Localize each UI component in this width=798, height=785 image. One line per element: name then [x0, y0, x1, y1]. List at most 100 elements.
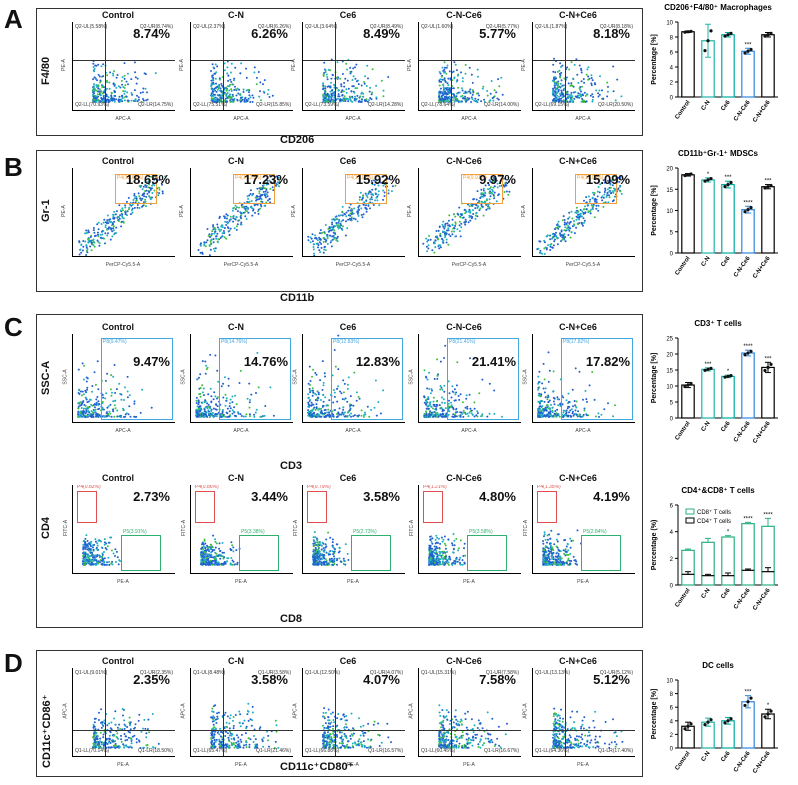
data-point — [729, 31, 733, 35]
flow-percentage: 4.07% — [363, 672, 400, 687]
flow-column-title: Ce6 — [339, 656, 357, 666]
flow-percentage: 3.58% — [363, 489, 400, 504]
data-point — [703, 179, 707, 183]
row-B-y-title: Gr-1 — [40, 199, 52, 222]
legend-swatch-cd4 — [685, 517, 695, 524]
flow-plot-area: Q2-UL(1.60%) Q2-UR(5.77%) Q2-LL(78.64%) Q2-… — [418, 22, 521, 111]
quadrant-label: Q2-UR(8.49%) — [369, 24, 403, 30]
x-tick-label: Ce6 — [720, 750, 732, 763]
data-point — [749, 206, 753, 210]
quadrant-label: Q1-LL(70.14%) — [75, 748, 110, 754]
data-point — [689, 381, 693, 386]
flow-plot-area: P4(0.82%) P5(3.91%) — [72, 485, 175, 574]
flow-column-title: Control — [102, 656, 134, 666]
bar-cd8 — [741, 523, 755, 586]
x-tick-label: C-N — [701, 421, 712, 433]
y-tick-label: 4 — [670, 66, 674, 72]
flow-x-axis-label: APC-A — [115, 116, 131, 122]
flow-column-title: Ce6 — [339, 10, 357, 20]
flow-x-axis-label: APC-A — [233, 116, 249, 122]
bar — [741, 701, 755, 749]
y-tick-label: 0 — [670, 96, 674, 102]
flow-y-axis-label: APC-A — [408, 703, 415, 719]
x-tick-label: Ce6 — [720, 255, 732, 268]
flow-column-title: C-N — [228, 156, 244, 166]
data-point — [683, 30, 687, 34]
bar — [761, 366, 775, 419]
bar — [741, 50, 755, 98]
flow-x-axis-label: PerCP-Cy5.5-A — [335, 262, 371, 268]
gate-box — [331, 338, 403, 420]
quadrant-line-vertical — [223, 668, 224, 756]
flow-plot-area: P4(18.65%) — [72, 168, 175, 257]
quadrant-line-vertical — [335, 668, 336, 756]
density-scatter — [542, 529, 582, 566]
flow-plot-D-4: C-N+Ce6 Q1-UL(13.13%) Q1-UR(5.12%) Q1-LL(64… — [522, 656, 635, 768]
bar-chart-3: CD4⁺&CD8⁺ T cells Percentage (%) 0 2 4 6 Contr… — [651, 486, 778, 612]
gate-box — [575, 174, 617, 204]
flow-column-title: Control — [102, 10, 134, 20]
y-tick-label: 8 — [670, 692, 674, 698]
data-point — [709, 718, 713, 722]
data-point — [763, 186, 767, 190]
x-tick-label: C-N+Ce6 — [752, 255, 772, 280]
flow-plot-B-4: C-N+Ce6 P4(15.09%) 15.09% PerCP-Cy5.5-A PE-A — [521, 156, 635, 268]
bar-chart-2: CD3⁺ T cells Percentage [%] 0 5 10 15 20 25 Cont… — [651, 319, 778, 445]
x-tick-label: C-N-Ce6 — [733, 255, 752, 278]
y-tick-label: 6 — [670, 51, 674, 57]
quadrant-line-vertical — [565, 22, 566, 110]
flow-y-axis-label: SSC-A — [408, 369, 415, 385]
bar — [681, 174, 695, 254]
flow-y-axis-label: SSC-A — [180, 369, 187, 385]
bar — [701, 40, 715, 98]
gate-box-secondary — [581, 535, 621, 571]
gate-box — [537, 491, 557, 523]
flow-x-axis-label: APC-A — [233, 428, 249, 434]
quadrant-line-horizontal — [73, 730, 175, 731]
flow-y-axis-label: PE-A — [520, 59, 527, 71]
flow-percentage: 15.92% — [355, 172, 400, 187]
x-tick-label: C-N — [701, 256, 712, 268]
bar-chart-title: CD11b⁺Gr-1⁺ MDSCs — [678, 149, 759, 158]
flow-percentage: 8.49% — [363, 26, 400, 41]
flow-percentage: 3.58% — [251, 672, 288, 687]
quadrant-label: Q1-LR(17.40%) — [597, 748, 633, 754]
flow-percentage: 9.97% — [479, 172, 516, 187]
significance-marker: * — [727, 530, 730, 536]
quadrant-label: Q2-LR(14.28%) — [367, 102, 403, 108]
quadrant-label: Q2-UL(1.87%) — [535, 24, 568, 30]
flow-percentage: 4.80% — [479, 489, 516, 504]
bar — [721, 720, 735, 749]
significance-marker: * — [767, 703, 770, 709]
x-tick-label: C-N+Ce6 — [752, 420, 772, 445]
bar-chart-1: CD11b⁺Gr-1⁺ MDSCs Percentage [%] 0 5 10 15 20 C… — [651, 149, 778, 280]
quadrant-label: Q1-LR(18.50%) — [137, 748, 173, 754]
significance-marker: * — [727, 369, 730, 375]
row-C1-y-title: SSC-A — [40, 360, 52, 395]
density-scatter — [200, 534, 241, 566]
flow-x-axis-label: PE-A — [117, 762, 129, 768]
flow-percentage: 4.19% — [593, 489, 630, 504]
flow-plot-area: P4(15.09%) — [532, 168, 635, 257]
y-tick-label: 10 — [666, 209, 673, 215]
significance-marker: *** — [744, 42, 752, 48]
data-point — [729, 180, 733, 185]
flow-y-axis-label: PE-A — [290, 59, 297, 71]
quadrant-label: Q2-UL(5.58%) — [75, 24, 108, 30]
data-point — [709, 366, 713, 370]
bar-cd8 — [701, 541, 715, 586]
density-scatter — [77, 360, 153, 418]
flow-y-axis-label: PE-A — [178, 205, 185, 217]
data-point — [769, 709, 773, 713]
quadrant-line-horizontal — [73, 60, 175, 61]
gate-label-secondary: P5(3.38%) — [241, 529, 265, 535]
row-box-b — [36, 150, 643, 292]
significance-marker: *** — [764, 356, 772, 362]
data-point — [723, 375, 727, 379]
data-point — [763, 34, 767, 38]
bar — [701, 179, 715, 254]
row-C1-x-title: CD3 — [280, 460, 303, 472]
gate-label: P4(15.92%) — [347, 175, 374, 181]
flow-x-axis-label: PE-A — [463, 762, 475, 768]
y-tick-label: 25 — [666, 337, 673, 343]
